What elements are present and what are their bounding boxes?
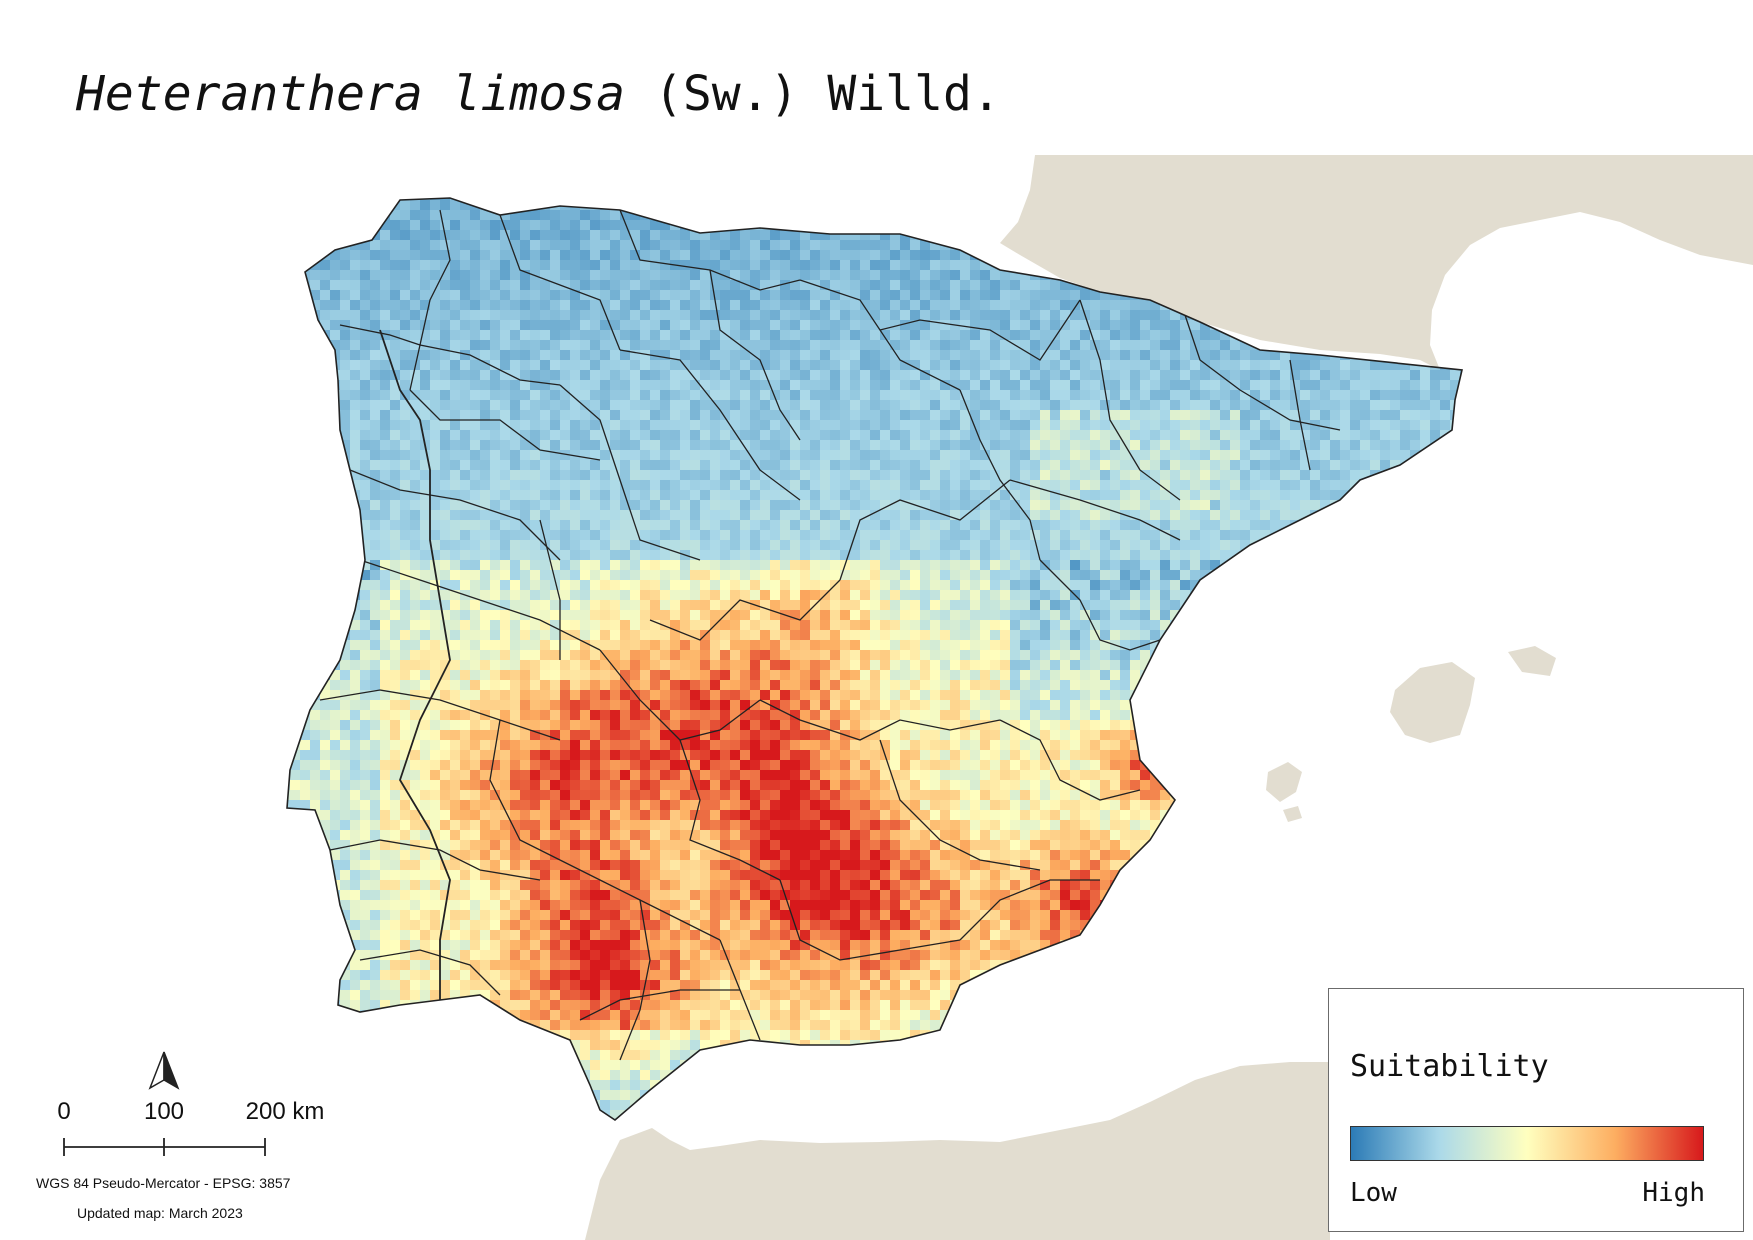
legend-low-label: Low (1350, 1178, 1397, 1208)
menorca-island (1508, 646, 1556, 676)
species-authority: (Sw.) Willd. (653, 66, 1001, 122)
legend-color-ramp (1350, 1126, 1704, 1161)
ibiza-island (1266, 762, 1302, 802)
scale-label-200km: 200 km (245, 1098, 325, 1125)
national-border (379, 329, 451, 1000)
mallorca-island (1390, 662, 1475, 743)
north-arrow-icon (148, 1051, 180, 1090)
projection-note: WGS 84 Pseudo-Mercator - EPSG: 3857 (36, 1175, 291, 1191)
map-title: Heteranthera limosa (Sw.) Willd. (76, 70, 1001, 118)
updated-note: Updated map: March 2023 (77, 1205, 243, 1221)
legend: Suitability Low High (1328, 988, 1744, 1232)
formentera-island (1283, 806, 1302, 822)
africa-land (585, 1062, 1330, 1240)
legend-high-label: High (1642, 1178, 1705, 1208)
legend-title: Suitability (1350, 1049, 1549, 1084)
scale-label-0: 0 (57, 1098, 71, 1125)
scale-bar (63, 1138, 266, 1156)
species-name: Heteranthera limosa (76, 66, 626, 122)
scale-label-100: 100 (143, 1098, 185, 1125)
province-boundaries (319, 209, 1341, 1061)
